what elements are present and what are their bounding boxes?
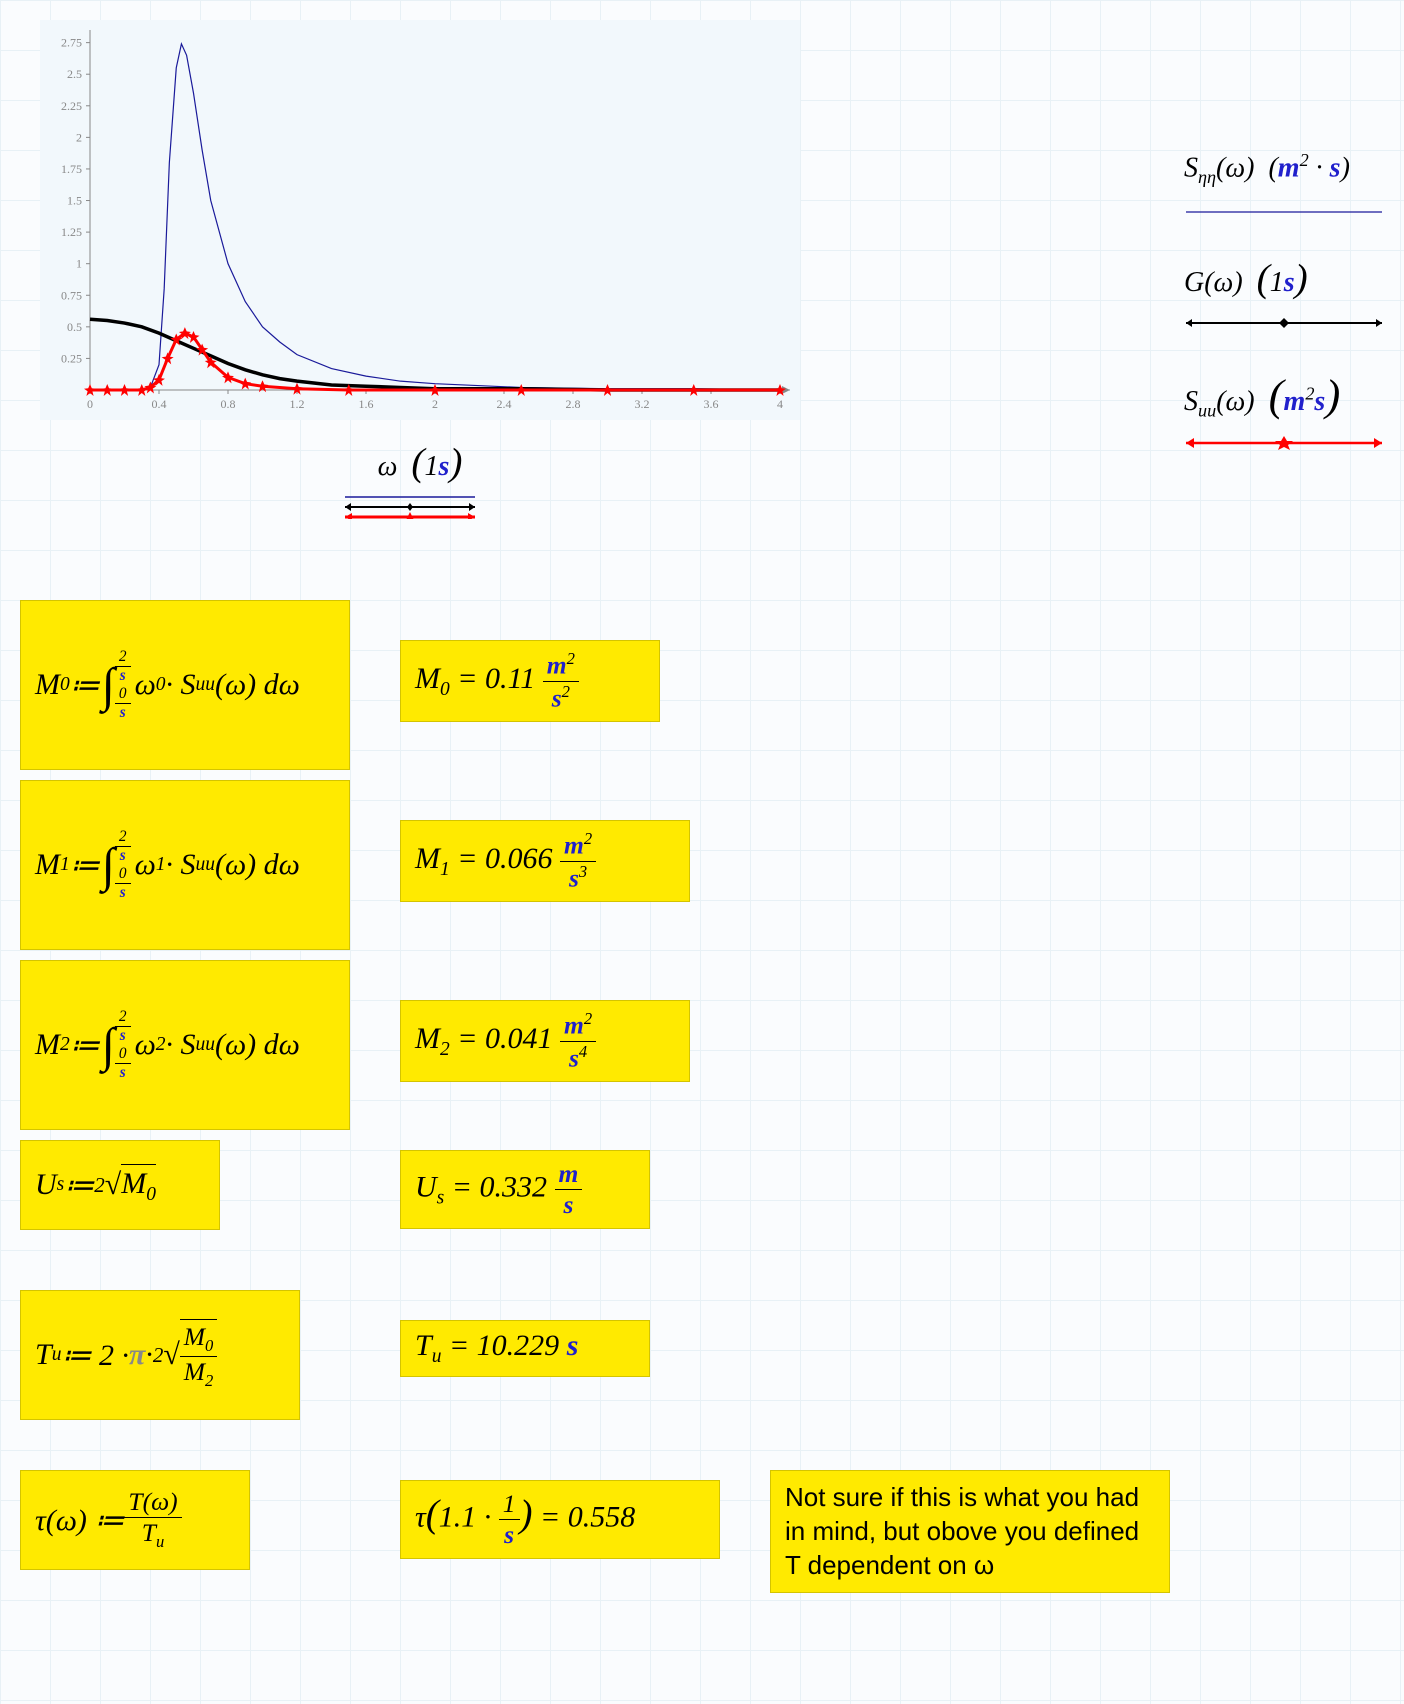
legend-label: Sηη(ω) (m2 · s) [1184,150,1404,188]
equation-def-1: M1 ≔ ∫2s0s ω1 · Suu(ω) dω [20,780,350,950]
x-axis-label: ω (1s) [340,440,500,519]
svg-text:0.8: 0.8 [221,397,236,411]
svg-text:0: 0 [87,397,93,411]
svg-text:4: 4 [777,397,783,411]
equation-result-0: M0 = 0.11 m2s2 [400,640,660,722]
chart-legend: Sηη(ω) (m2 · s) G(ω) (1s) Suu(ω) (m2s) [1184,150,1404,490]
svg-text:2.8: 2.8 [566,397,581,411]
equation-result-1: M1 = 0.066 m2s3 [400,820,690,902]
svg-text:0.5: 0.5 [67,320,82,334]
svg-text:1: 1 [76,257,82,271]
svg-text:0.4: 0.4 [152,397,167,411]
equation-def-2: M2 ≔ ∫2s0s ω2 · Suu(ω) dω [20,960,350,1130]
svg-text:2: 2 [432,397,438,411]
svg-text:0.75: 0.75 [61,288,82,302]
legend-item: Sηη(ω) (m2 · s) [1184,150,1404,226]
legend-line-sample [1184,428,1404,460]
comment-note: Not sure if this is what you had in mind… [770,1470,1170,1593]
svg-text:2: 2 [76,130,82,144]
svg-text:1.2: 1.2 [290,397,305,411]
svg-text:2.25: 2.25 [61,99,82,113]
svg-text:1.6: 1.6 [359,397,374,411]
equation-result-3: Us = 0.332 ms [400,1150,650,1229]
svg-text:2.75: 2.75 [61,36,82,50]
svg-text:3.2: 3.2 [635,397,650,411]
svg-text:1.25: 1.25 [61,225,82,239]
legend-item: G(ω) (1s) [1184,256,1404,339]
spectrum-chart: 0.25 0.5 0.75 1 1.25 1.5 1.75 2 2.25 2.5 2.75 0 0.4 0… [40,20,800,420]
x-axis-sample-lines [340,489,480,519]
legend-line-sample [1184,307,1404,339]
svg-text:1.5: 1.5 [67,194,82,208]
svg-text:1.75: 1.75 [61,162,82,176]
svg-text:2.4: 2.4 [497,397,512,411]
chart-svg: 0.25 0.5 0.75 1 1.25 1.5 1.75 2 2.25 2.5 2.75 0 0.4 0… [40,20,800,420]
svg-text:3.6: 3.6 [704,397,719,411]
equation-def-4: Tu ≔ 2 · π · 2√M0M2 [20,1290,300,1420]
legend-label: Suu(ω) (m2s) [1184,369,1404,422]
equation-result-5: τ(1.1 · 1s) = 0.558 [400,1480,720,1559]
equation-result-4: Tu = 10.229 s [400,1320,650,1377]
equation-result-2: M2 = 0.041 m2s4 [400,1000,690,1082]
equation-def-0: M0 ≔ ∫2s0s ω0 · Suu(ω) dω [20,600,350,770]
equation-def-3: Us ≔ 2√M0 [20,1140,220,1230]
legend-item: Suu(ω) (m2s) [1184,369,1404,460]
legend-label: G(ω) (1s) [1184,256,1404,301]
svg-text:0.25: 0.25 [61,351,82,365]
equation-def-5: τ(ω) ≔ T(ω)Tu [20,1470,250,1570]
svg-text:2.5: 2.5 [67,67,82,81]
legend-line-sample [1184,194,1404,226]
